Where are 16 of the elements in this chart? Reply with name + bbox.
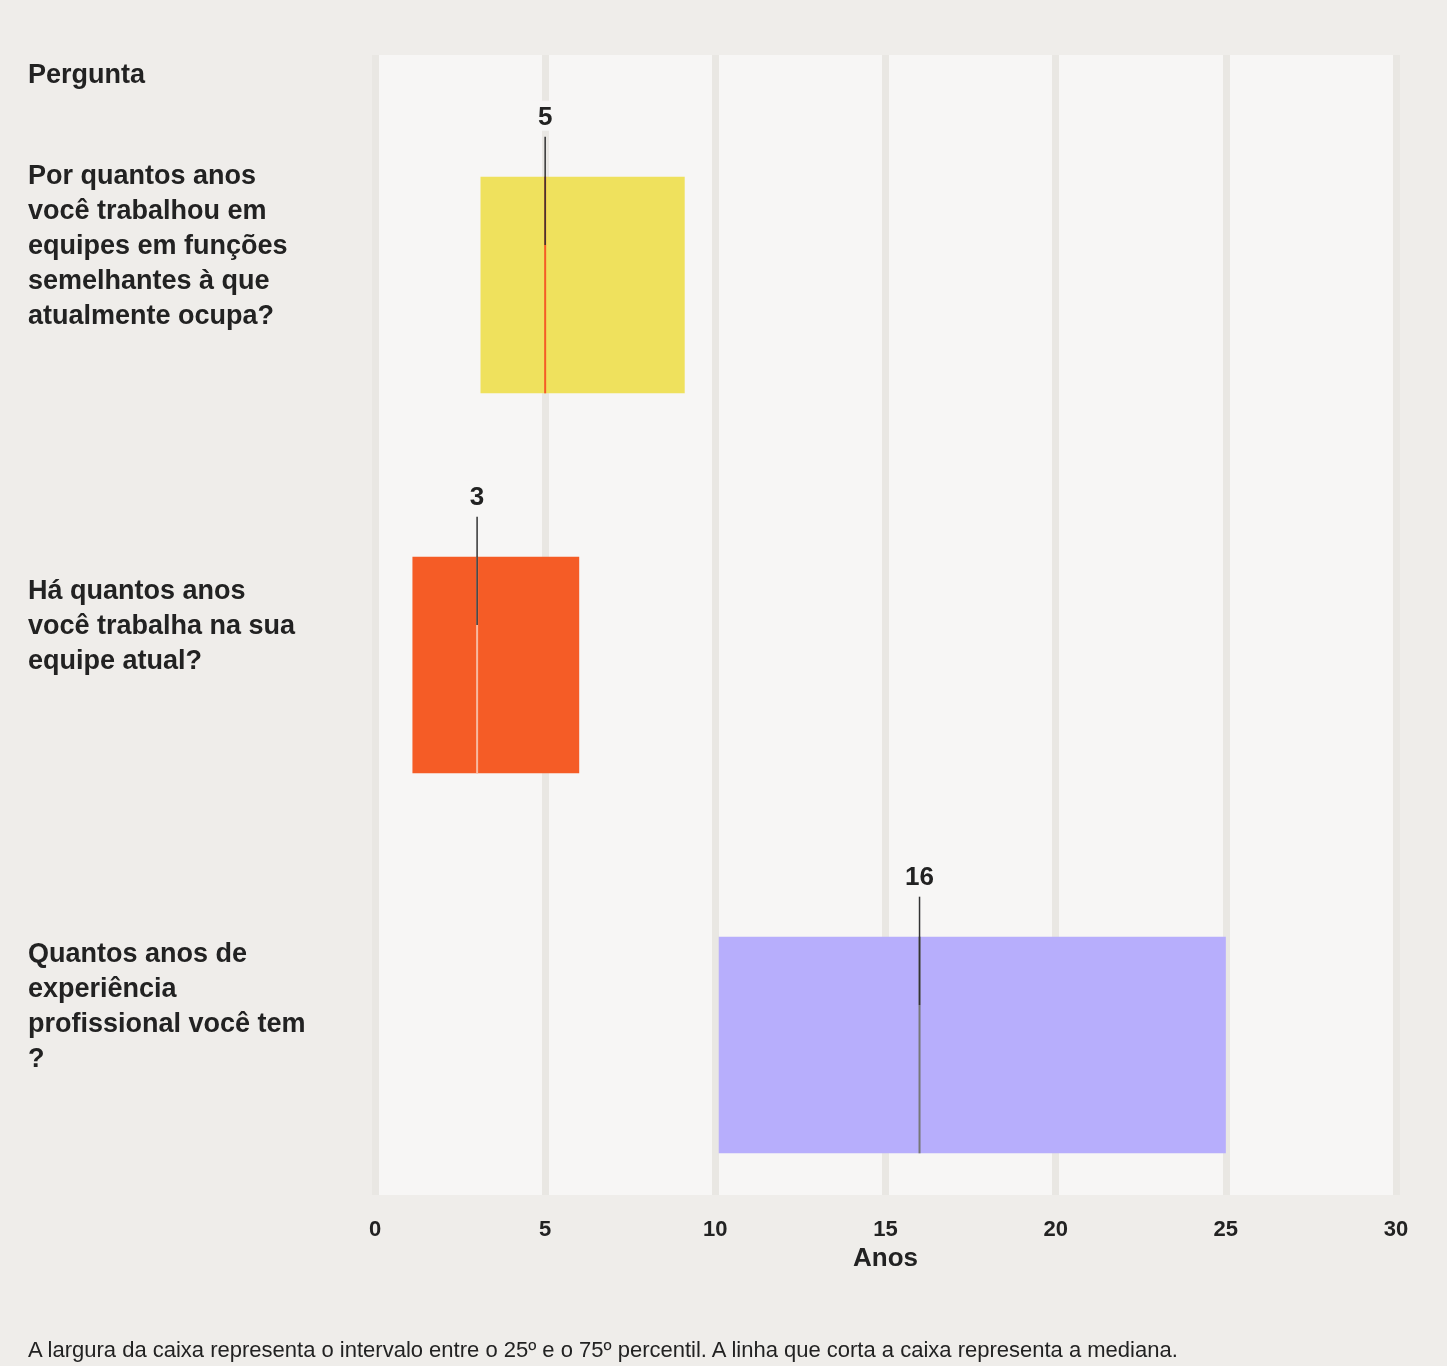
annotation: 16	[905, 860, 934, 891]
x-axis-title: Anos	[853, 1241, 918, 1272]
x-tick-label: 15	[873, 1215, 898, 1241]
y-axis-title: Pergunta	[28, 58, 146, 89]
annotation: 5	[537, 100, 553, 131]
x-tick-label: 0	[368, 1215, 382, 1241]
annotation: 3	[469, 480, 485, 511]
y-tick-label: Quantos anos de experiência profissional você tem?	[28, 937, 306, 1073]
y-tick-label: Por quantos anos você trabalhou em equipes em funções semelhantes à que atualmente ocupa?	[28, 160, 296, 330]
x-tick-label: 20	[1043, 1215, 1068, 1241]
y-tick-label: Há quantos anos você trabalha na sua equipe atual?	[28, 575, 303, 675]
x-tick-label: 5	[539, 1215, 552, 1241]
text: A largura da caixa representa o intervalo entre o 25º e o 75º percentil. A linha que corta a caixa representa a mediana.	[28, 1336, 1178, 1362]
x-tick-label: 25	[1213, 1215, 1239, 1241]
x-tick-label: 30	[1383, 1215, 1409, 1241]
x-tick-label: 10	[703, 1215, 728, 1241]
